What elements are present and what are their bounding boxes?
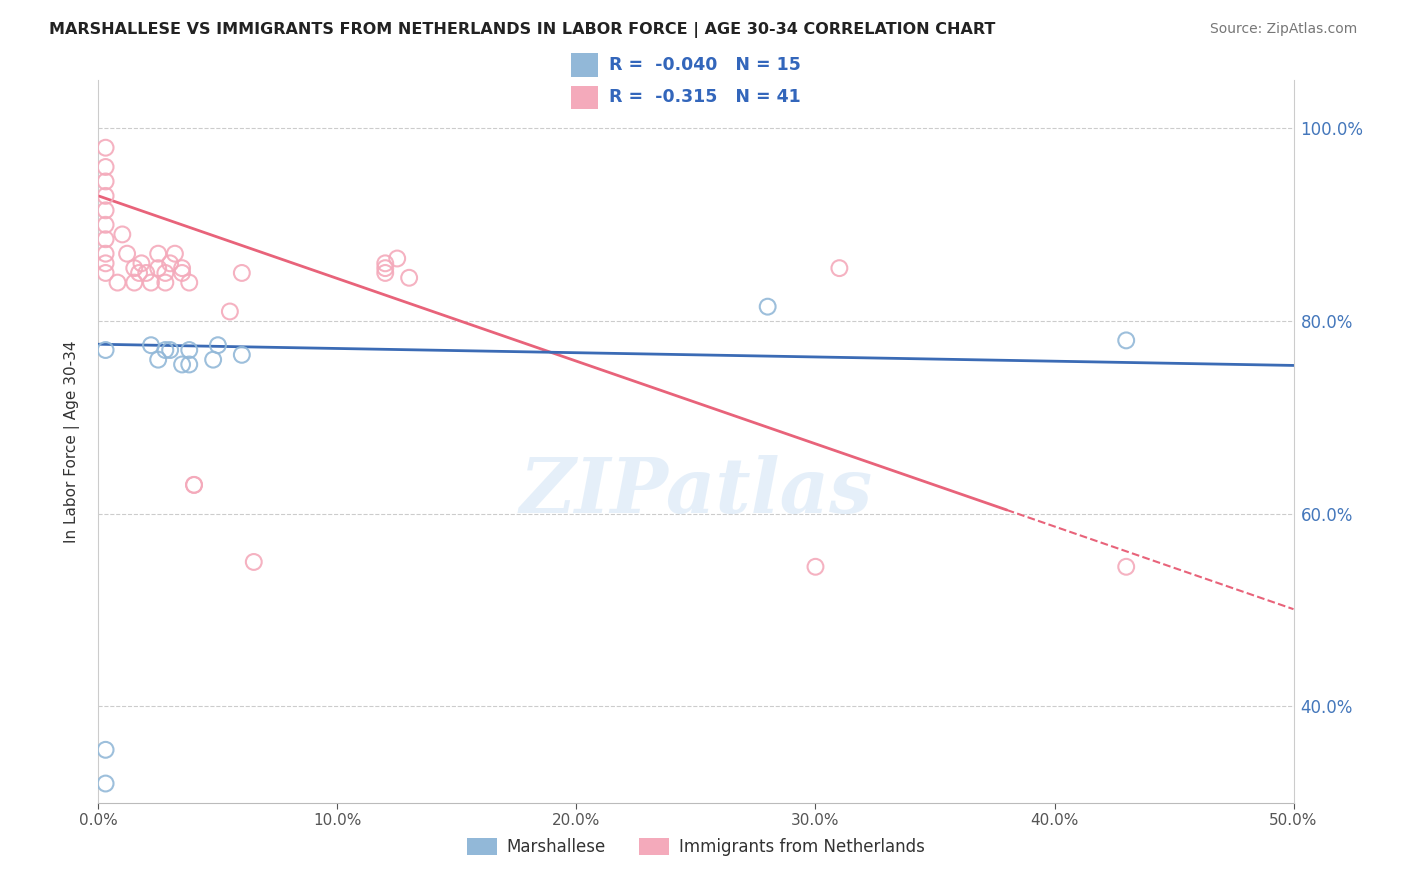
Text: R =  -0.040   N = 15: R = -0.040 N = 15: [609, 56, 801, 74]
Point: [94, 189, 117, 203]
Point: [135, 266, 157, 280]
Point: [159, 343, 181, 357]
Bar: [571, 54, 598, 77]
Point: [94, 776, 117, 790]
Point: [139, 276, 162, 290]
Point: [1115, 334, 1137, 348]
Point: [385, 252, 409, 266]
Bar: [571, 86, 598, 109]
Point: [207, 338, 229, 352]
Point: [159, 256, 181, 270]
Point: [94, 218, 117, 232]
Point: [107, 276, 129, 290]
Point: [115, 246, 138, 260]
Point: [172, 358, 194, 372]
Point: [231, 266, 253, 280]
Point: [94, 232, 117, 246]
Point: [148, 261, 170, 276]
Point: [172, 266, 194, 280]
Point: [94, 343, 117, 357]
Point: [131, 256, 153, 270]
Point: [148, 246, 170, 260]
Point: [202, 352, 225, 367]
Point: [94, 246, 117, 260]
Point: [124, 261, 146, 276]
Text: R =  -0.315   N = 41: R = -0.315 N = 41: [609, 88, 801, 106]
Text: Source: ZipAtlas.com: Source: ZipAtlas.com: [1209, 22, 1357, 37]
Text: MARSHALLESE VS IMMIGRANTS FROM NETHERLANDS IN LABOR FORCE | AGE 30-34 CORRELATIO: MARSHALLESE VS IMMIGRANTS FROM NETHERLAN…: [49, 22, 995, 38]
Point: [179, 358, 201, 372]
Point: [179, 343, 201, 357]
Point: [139, 338, 162, 352]
Point: [94, 743, 117, 757]
Point: [124, 276, 146, 290]
Point: [155, 343, 177, 357]
Point: [94, 266, 117, 280]
Point: [155, 276, 177, 290]
Point: [148, 352, 170, 367]
Text: ZIPatlas: ZIPatlas: [519, 455, 873, 529]
Point: [374, 261, 396, 276]
Point: [128, 266, 150, 280]
Point: [243, 555, 266, 569]
Point: [804, 559, 827, 574]
Point: [155, 266, 177, 280]
Point: [1115, 559, 1137, 574]
Point: [756, 300, 779, 314]
Point: [183, 478, 205, 492]
Point: [94, 256, 117, 270]
Point: [179, 276, 201, 290]
Point: [398, 270, 420, 285]
Y-axis label: In Labor Force | Age 30-34: In Labor Force | Age 30-34: [63, 340, 80, 543]
Point: [163, 246, 186, 260]
Point: [172, 261, 194, 276]
Point: [94, 174, 117, 188]
Point: [231, 348, 253, 362]
Point: [374, 256, 396, 270]
Point: [94, 160, 117, 174]
Point: [94, 203, 117, 218]
Point: [219, 304, 242, 318]
Point: [183, 478, 205, 492]
Point: [111, 227, 134, 242]
Point: [374, 266, 396, 280]
Legend: Marshallese, Immigrants from Netherlands: Marshallese, Immigrants from Netherlands: [460, 831, 932, 863]
Point: [94, 141, 117, 155]
Point: [828, 261, 851, 276]
